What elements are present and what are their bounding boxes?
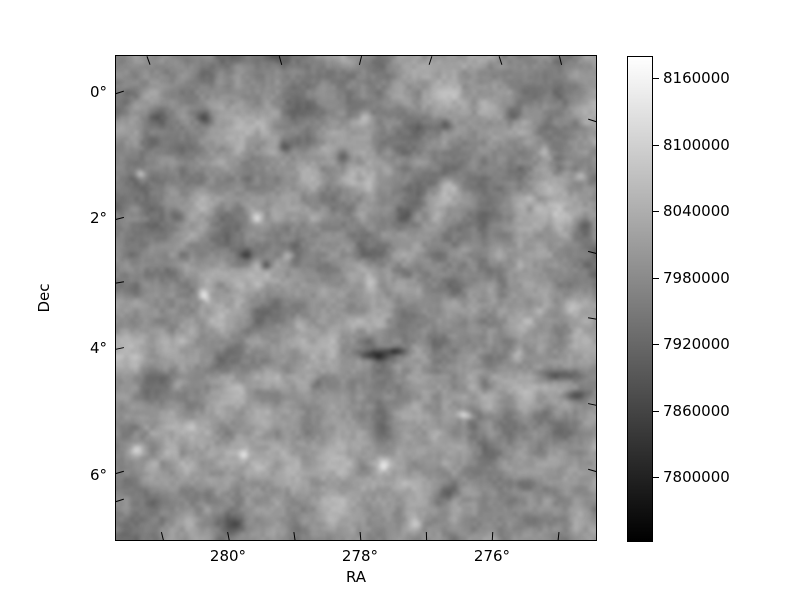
colorbar-tick-mark [653,411,659,412]
sky-image-axes[interactable] [115,55,597,541]
colorbar-tick-label: 8160000 [663,69,730,87]
colorbar-tick-label: 8040000 [663,202,730,220]
colorbar-tick-label: 7920000 [663,335,730,353]
colorbar-tick-label: 7980000 [663,269,730,287]
colorbar-tick-mark [653,78,659,79]
colorbar-tick-mark [653,145,659,146]
sky-image-heatmap [116,56,596,540]
x-tick-label: 278° [341,547,379,565]
y-axis-label: Dec [35,283,53,313]
colorbar-tick-label: 8100000 [663,136,730,154]
colorbar-tick-mark [653,278,659,279]
y-tick-label: 4° [89,339,107,357]
x-axis-label: RA [345,568,367,586]
x-tick-label: 280° [209,547,247,565]
colorbar-tick-mark [653,477,659,478]
colorbar-tick-layer: 7800000 7860000 7920000 7980000 8040000 81000… [627,56,730,542]
colorbar-tick-label: 7800000 [663,468,730,486]
y-tick-label: 2° [89,209,107,227]
colorbar-gradient[interactable] [627,56,653,542]
colorbar-tick-label: 7860000 [663,402,730,420]
colorbar-tick-mark [653,211,659,212]
colorbar-tick-mark [653,344,659,345]
y-tick-label: 6° [89,466,107,484]
x-tick-label: 276° [473,547,511,565]
y-tick-label: 0° [89,83,107,101]
